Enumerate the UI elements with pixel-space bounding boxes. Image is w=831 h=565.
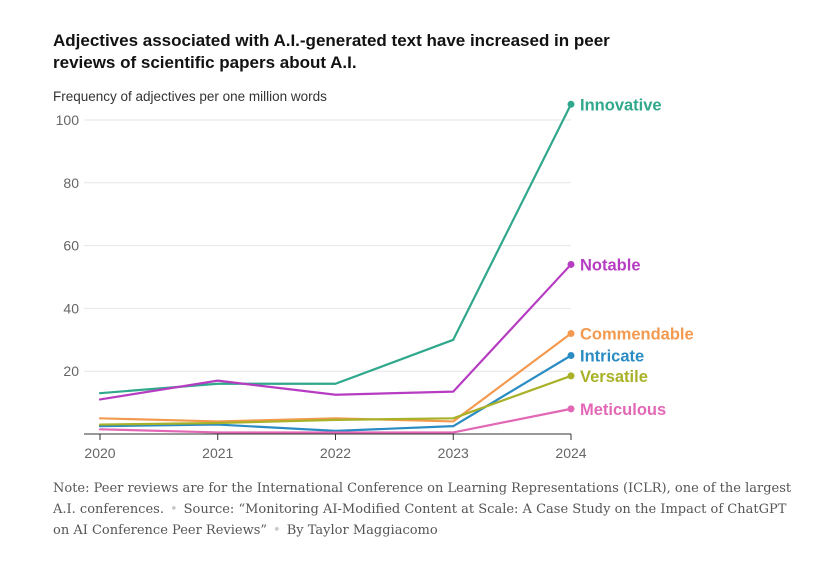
series-label-innovative: Innovative: [580, 96, 662, 114]
y-axis-label: Frequency of adjectives per one million …: [53, 89, 327, 104]
chart-note: Note: Peer reviews are for the Internati…: [53, 478, 803, 541]
source-text: Source: “Monitoring AI-Modified Content …: [53, 502, 787, 538]
series-line-intricate: [98, 354, 573, 432]
series-line-notable: [98, 263, 573, 401]
x-tick-label: 2020: [84, 445, 115, 461]
x-tick-label: 2023: [438, 445, 469, 461]
y-tick-label: 60: [63, 238, 79, 254]
line-chart: 20 40 60 80 100 2020 2021 2022 2023 2024 Innovativ…: [56, 96, 694, 461]
y-tick-label: 20: [63, 363, 79, 379]
separator-dot: •: [273, 523, 281, 538]
byline: By Taylor Maggiacomo: [286, 523, 438, 538]
note-text: Note: Peer reviews are for the Internati…: [53, 481, 792, 517]
series-label-intricate: Intricate: [580, 348, 644, 366]
end-point-intricate: [567, 352, 575, 359]
separator-dot: •: [169, 502, 178, 517]
end-point-innovative: [567, 100, 575, 108]
series-line-versatile: [98, 374, 573, 426]
series-line-commendable: [98, 332, 573, 423]
series-label-meticulous: Meticulous: [580, 401, 666, 419]
series-line-innovative: [98, 103, 573, 395]
y-tick-label: 100: [56, 112, 80, 128]
x-tick-label: 2021: [202, 445, 233, 461]
y-tick-label: 40: [63, 300, 79, 316]
y-tick-label: 80: [63, 175, 79, 191]
end-point-versatile: [567, 372, 575, 380]
series-label-commendable: Commendable: [580, 326, 694, 344]
end-point-meticulous: [567, 405, 575, 413]
end-point-commendable: [567, 330, 575, 338]
chart-title: Adjectives associated with A.I.-generate…: [53, 31, 610, 72]
end-point-notable: [567, 260, 575, 268]
series-label-versatile: Versatile: [580, 368, 648, 386]
series-line-meticulous: [98, 407, 573, 434]
series-label-notable: Notable: [580, 256, 641, 274]
x-tick-label: 2022: [320, 445, 351, 461]
x-tick-label: 2024: [555, 445, 586, 461]
